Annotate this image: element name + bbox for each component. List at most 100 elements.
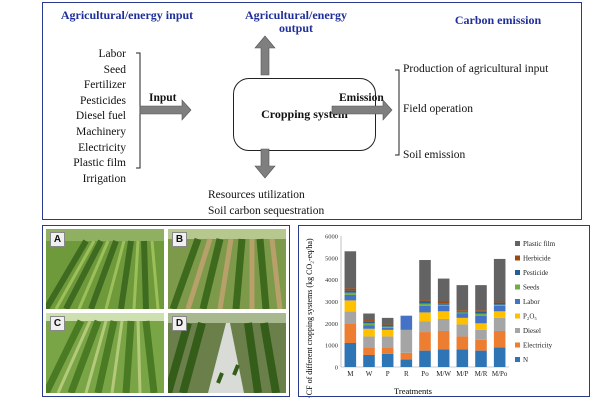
x-tick-label: W [366,370,373,378]
x-tick-label: M/W [436,370,451,378]
field-photos-panel: A B C D [42,225,290,397]
bar-segment [437,311,450,319]
bar-segment [400,329,413,353]
bar-segment [493,304,506,306]
photo-label-a: A [50,232,65,247]
output-up-arrow [254,35,276,76]
field-photo-d: D [168,313,286,393]
bar-segment [363,336,375,348]
bar-segment [475,313,487,316]
y-tick-label: 6000 [325,234,338,241]
y-tick-label: 3000 [325,299,338,306]
legend-swatch [515,357,520,362]
legend-entry: N [523,356,528,364]
bar-segment [363,323,375,326]
input-item-electricity: Electricity [78,141,126,154]
bar-segment [493,301,506,303]
bar-segment [456,310,469,312]
y-tick-label: 5000 [325,255,338,262]
bar-segment [381,336,394,348]
legend-entry: Pesticide [523,269,548,277]
legend-swatch [515,284,520,290]
emission-item-soil: Soil emission [403,149,466,161]
output-list: Resources utilization Soil carbon seques… [208,187,324,219]
emission-header: Carbon emission [454,13,542,27]
output-item-soil-carbon: Soil carbon sequestration [208,205,325,217]
y-tick-label: 2000 [325,321,338,328]
input-header: Agricultural/energy input [60,8,194,22]
input-item-irrigation: Irrigation [82,172,126,185]
bar-segment [344,342,357,367]
framework-arrows [136,35,400,179]
bar-segment [437,301,450,304]
x-tick-label: R [404,370,409,378]
bar-segment [475,329,487,340]
bar-segment [475,339,487,351]
bar-segment [493,347,506,367]
photo-label-b: B [172,232,187,247]
bar-segment [419,303,431,306]
input-item-fertilizer: Fertilizer [83,79,126,92]
y-tick-label: 4000 [325,277,338,284]
bar-segment [437,305,450,312]
bar-segment [456,311,469,313]
x-tick-label: P [386,370,390,378]
bar-segment [419,321,431,333]
field-photo-a: A [46,229,164,309]
stacked-bar-chart: 0 1000 2000 3000 4000 5000 6000 M W P R Po M/W M/P M/R… [305,234,556,399]
bar-segment [456,285,469,311]
input-arrow-label: Input [149,92,177,104]
input-item-pesticides: Pesticides [80,94,126,107]
bar-segment [475,285,487,311]
bar-segment [381,347,394,354]
input-item-diesel-fuel: Diesel fuel [75,110,126,123]
input-list: Labor Seed Fertilizer Pesticides Diesel fuel… [73,47,126,187]
bar-segment [493,311,506,318]
y-axis-label: The CF of different cropping systems (kg… [305,238,314,398]
bar-segment [493,330,506,348]
field-photo-b: B [168,229,286,309]
input-item-machinery: Machinery [76,125,126,138]
bar-segment [400,352,413,360]
bar-segment [363,320,375,322]
input-item-seed: Seed [103,63,126,76]
legend-entry: Seeds [523,284,540,292]
output-header: Agricultural/energy output [245,8,347,35]
legend-swatch [515,270,520,275]
center-label: Cropping system [261,107,348,121]
bar-segment [344,288,357,291]
bar-segment [419,312,431,322]
bar-segment [456,336,469,350]
emission-arrow-label: Emission [339,92,384,104]
legend-swatch [515,255,520,261]
emission-item-input-production: Production of agricultural input [403,63,549,75]
bar-segment [456,349,469,367]
bar-segment [419,300,431,302]
emission-bracket [395,69,400,156]
bar-segment [437,330,450,350]
input-arrow [139,99,192,121]
legend-entry: Diesel [523,327,541,335]
bar-segment [381,329,394,337]
bar-segment [437,303,450,305]
input-item-plastic-film: Plastic film [73,157,126,170]
bar-segment [419,332,431,351]
bar-segment [381,353,394,367]
output-item-resources: Resources utilization [208,189,305,201]
bar-segment [493,302,506,305]
input-item-labor: Labor [98,48,126,60]
bar-segment [437,304,450,306]
photo-label-c: C [50,316,65,331]
bar-segment [344,290,357,293]
bar-segment [475,311,487,314]
bar-segment [381,325,394,327]
bar-segment [363,313,375,321]
x-tick-label: Po [421,370,429,378]
input-bracket [136,52,141,169]
bar-segment [381,317,394,325]
bar-segment [363,325,375,329]
bar-segment [456,324,469,337]
bar-segment [363,347,375,355]
bar-segment [363,354,375,367]
legend-swatch [515,342,520,348]
